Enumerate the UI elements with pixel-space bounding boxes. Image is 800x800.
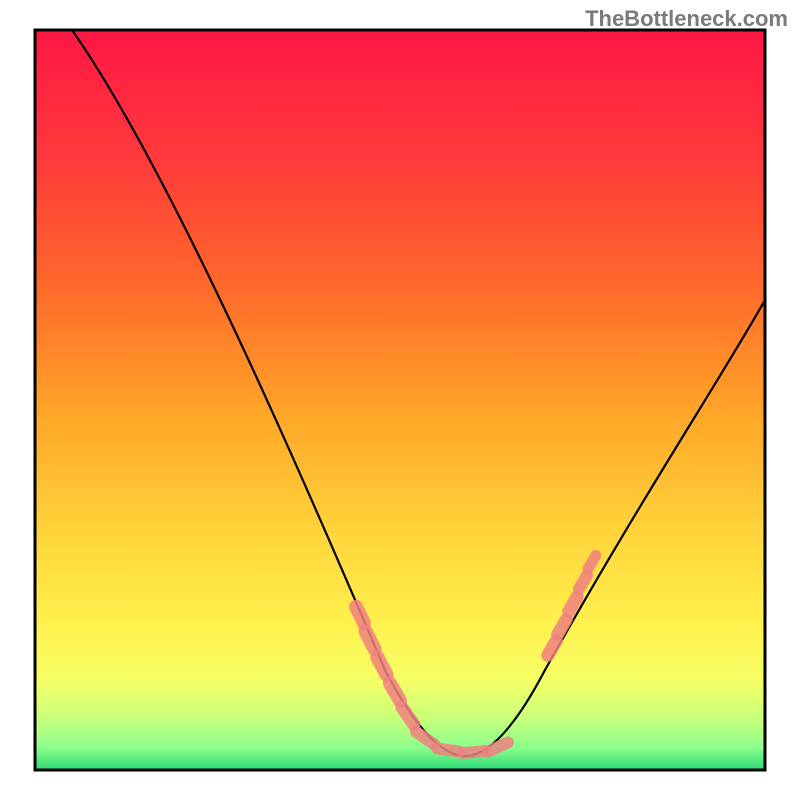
- chart-container: TheBottleneck.com: [0, 0, 800, 800]
- watermark-text: TheBottleneck.com: [585, 6, 788, 32]
- gradient-background: [35, 30, 765, 770]
- bottleneck-chart: [0, 0, 800, 800]
